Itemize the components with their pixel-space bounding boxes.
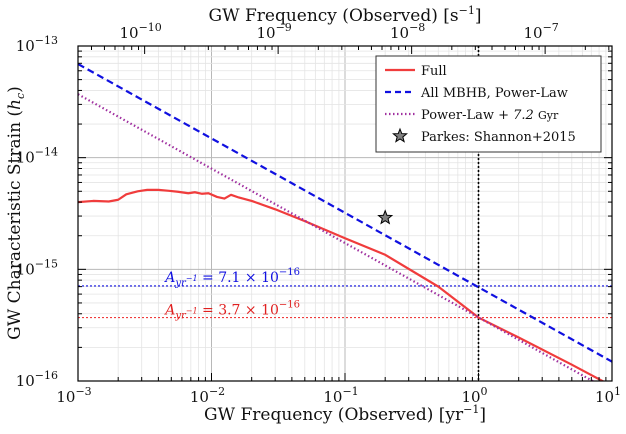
x-axis-unit-exp: −1 — [463, 403, 479, 416]
x2-tick-label-exp: −7 — [543, 21, 559, 34]
y-tick-label: 10−15 — [16, 257, 58, 278]
x-tick-label-base: 10 — [461, 388, 480, 406]
annotation-part: yr — [174, 310, 187, 321]
legend-label-all-mbhb: All MBHB, Power-Law — [420, 86, 568, 101]
x-tick-label-exp: −1 — [342, 385, 358, 398]
x2-tick-label-exp: −10 — [139, 21, 162, 34]
y-axis-sub: c — [14, 93, 27, 99]
y-tick-label-base: 10 — [16, 149, 35, 167]
x2-tick-label-exp: −9 — [276, 21, 292, 34]
legend-label-power-law: Power-Law + 7.2 Gyr — [421, 108, 559, 123]
y-tick-label-base: 10 — [16, 372, 35, 390]
x2-tick-label-base: 10 — [256, 24, 275, 42]
y-tick-label: 10−14 — [16, 146, 58, 167]
annotation-amplitude-1: Ayr−1 = 3.7 × 10−16 — [163, 299, 300, 321]
y-tick-label: 10−13 — [16, 34, 58, 55]
x-tick-label: 10−1 — [323, 385, 358, 406]
x-tick-label-exp: 1 — [614, 385, 621, 398]
x-tick-label-exp: −2 — [209, 385, 225, 398]
data-point-parkes-star — [377, 209, 394, 225]
annotation-part: −1 — [186, 306, 198, 315]
x-tick-label-exp: 0 — [481, 385, 488, 398]
x-tick-label-exp: −3 — [75, 385, 91, 398]
y-axis-var: h — [5, 99, 25, 110]
x2-tick-label-base: 10 — [523, 24, 542, 42]
series-line-2 — [78, 93, 595, 381]
y-tick-label-exp: −13 — [35, 34, 58, 47]
legend-label-full: Full — [421, 64, 447, 79]
legend-box — [375, 55, 602, 153]
legend-label-power-law-text: Power-Law + — [421, 108, 513, 123]
legend: Full All MBHB, Power-Law Power-Law + 7.2… — [375, 55, 602, 153]
x2-tick-label-base: 10 — [119, 24, 138, 42]
x-tick-label: 10−3 — [56, 385, 91, 406]
legend-label-parkes: Parkes: Shannon+2015 — [421, 130, 576, 145]
x2-tick-label: 10−10 — [119, 21, 161, 42]
x2-tick-label: 10−8 — [390, 21, 425, 42]
x-tick-label: 10−2 — [190, 385, 225, 406]
y-tick-label: 10−16 — [16, 369, 58, 390]
y-axis-end: ) — [5, 86, 25, 93]
x-axis-unit: [yr — [439, 405, 464, 425]
x2-axis-unit-exp: −1 — [459, 4, 475, 17]
annotation-part: = 3.7 × 10 — [198, 302, 279, 318]
x2-axis-title: GW Frequency (Observed) [s−1] — [209, 4, 482, 26]
series-line-0 — [78, 188, 605, 381]
annotation-part: yr — [174, 278, 187, 289]
x-tick-label-base: 10 — [56, 388, 75, 406]
y-tick-label-base: 10 — [16, 37, 35, 55]
y-tick-label-exp: −15 — [35, 257, 58, 270]
legend-swatch-parkes-star — [392, 127, 408, 143]
y-axis-title-text: GW Characteristic Strain ( — [5, 110, 25, 340]
x-tick-label: 101 — [595, 385, 621, 406]
x2-tick-label: 10−9 — [256, 21, 291, 42]
grid-lines — [78, 46, 612, 381]
x-tick-label-base: 10 — [190, 388, 209, 406]
annotation-part: A — [163, 302, 175, 318]
legend-label-power-law-unit: Gyr — [538, 109, 559, 122]
y-tick-label-base: 10 — [16, 260, 35, 278]
x-tick-label: 100 — [461, 385, 487, 406]
y-tick-label-exp: −16 — [35, 369, 58, 382]
annotation-amplitude-0: Ayr−1 = 7.1 × 10−16 — [163, 267, 300, 289]
annotation-part: −16 — [279, 267, 300, 278]
series-line-1 — [78, 63, 612, 363]
x-axis-title: GW Frequency (Observed) [yr−1] — [204, 403, 486, 425]
annotation-part: = 7.1 × 10 — [198, 270, 279, 286]
legend-label-power-law-math: 7.2 — [513, 108, 534, 123]
x2-tick-label-base: 10 — [390, 24, 409, 42]
x2-tick-label: 10−7 — [523, 21, 558, 42]
x2-axis-title-text: GW Frequency (Observed) — [209, 6, 438, 26]
annotation-part: A — [163, 270, 175, 286]
annotation-part: −1 — [186, 274, 198, 283]
x-axis-unit-end: ] — [479, 405, 486, 425]
y-axis-title: GW Characteristic Strain (hc) — [5, 86, 27, 340]
y-tick-label-exp: −14 — [35, 146, 58, 159]
x-tick-label-base: 10 — [323, 388, 342, 406]
reference-lines — [78, 46, 612, 381]
annotation-part: −16 — [279, 299, 300, 310]
x2-axis-unit-end: ] — [475, 6, 482, 26]
series-group — [78, 63, 612, 381]
x-tick-label-base: 10 — [595, 388, 614, 406]
x2-tick-label-exp: −8 — [409, 21, 425, 34]
x2-axis-unit: [s — [443, 6, 458, 26]
x-axis-title-text: GW Frequency (Observed) — [204, 405, 433, 425]
